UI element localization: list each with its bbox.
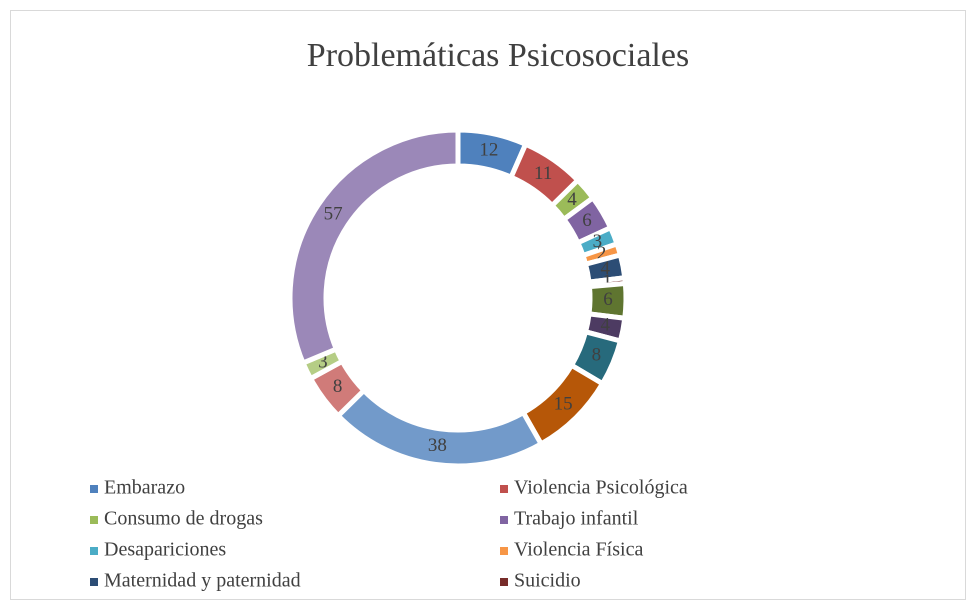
chart-title: Problemáticas Psicosociales (307, 37, 689, 74)
legend-swatch (500, 578, 508, 586)
legend-swatch (90, 485, 98, 493)
data-label: 6 (603, 289, 613, 310)
legend-label: Maternidad y paternidad (104, 570, 301, 592)
legend-swatch (500, 547, 508, 555)
data-label: 1 (602, 271, 612, 292)
data-label: 12 (479, 140, 498, 161)
data-label: 15 (554, 393, 573, 414)
legend-swatch (500, 485, 508, 493)
legend-swatch (90, 578, 98, 586)
data-label: 4 (601, 315, 611, 336)
legend-label: Violencia Psicológica (514, 477, 688, 499)
data-label: 3 (318, 351, 328, 372)
doughnut-segment (287, 127, 461, 367)
data-label: 8 (333, 376, 343, 397)
data-label: 57 (324, 203, 343, 224)
legend-label: Trabajo infantil (514, 508, 639, 530)
data-label: 3 (593, 231, 603, 252)
data-label: 11 (534, 163, 552, 184)
legend-label: Desapariciones (104, 539, 226, 561)
data-label: 8 (592, 344, 602, 365)
data-label: 38 (428, 435, 447, 456)
legend-swatch (500, 516, 508, 524)
legend-label: Consumo de drogas (104, 508, 263, 530)
data-label: 2 (597, 243, 607, 264)
legend-label: Embarazo (104, 477, 185, 499)
data-label: 4 (567, 189, 577, 210)
legend-label: Suicidio (514, 570, 581, 592)
legend-label: Violencia Física (514, 539, 643, 561)
legend-swatch (90, 547, 98, 555)
chart-border (10, 10, 966, 600)
data-label: 6 (582, 210, 592, 231)
data-label: 4 (601, 258, 611, 279)
legend-swatch (90, 516, 98, 524)
